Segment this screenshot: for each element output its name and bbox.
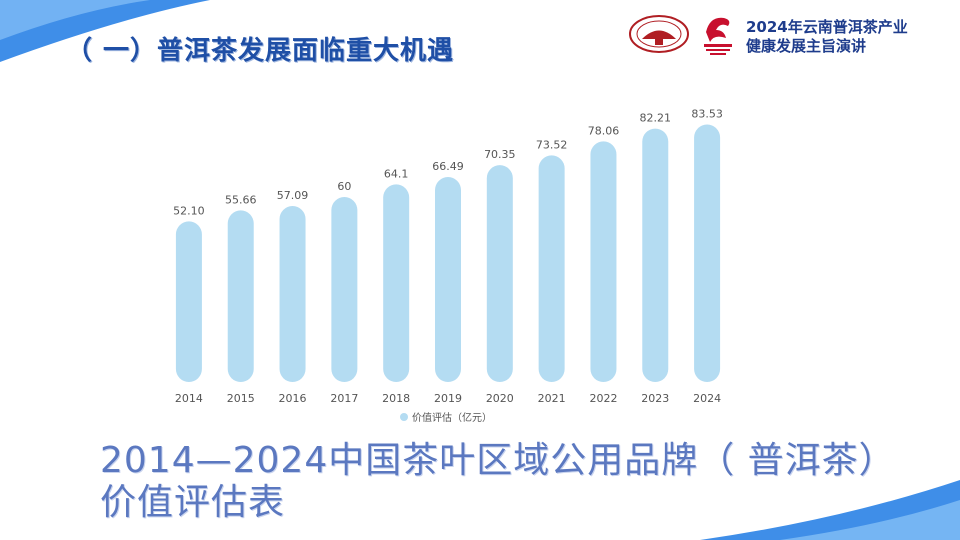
pu-erh-tea-association-logo-icon	[629, 15, 689, 53]
x-tick-label-2019: 2019	[434, 392, 462, 405]
x-tick-label-2021: 2021	[538, 392, 566, 405]
header-text: 2024年云南普洱茶产业 健康发展主旨演讲	[746, 18, 956, 56]
x-tick-label-2024: 2024	[693, 392, 721, 405]
legend-label: 价值评估（亿元）	[412, 411, 492, 424]
bar-2015	[227, 210, 254, 382]
x-tick-label-2020: 2020	[486, 392, 514, 405]
header-line-1: 2024年云南普洱茶产业	[746, 18, 908, 36]
legend-marker	[400, 413, 408, 421]
bar-2021	[538, 155, 565, 382]
data-label-2023: 82.21	[640, 112, 672, 125]
corner-decoration-top-left	[0, 0, 210, 62]
data-label-2024: 83.53	[691, 108, 723, 121]
header-line-2: 健康发展主旨演讲	[746, 37, 867, 55]
bar-2022	[590, 141, 617, 382]
x-tick-label-2018: 2018	[382, 392, 410, 405]
x-tick-label-2016: 2016	[279, 392, 307, 405]
bar-2019	[435, 177, 461, 382]
bar-2024	[694, 124, 721, 382]
x-tick-label-2023: 2023	[641, 392, 669, 405]
data-label-2014: 52.10	[173, 204, 205, 217]
x-tick-label-2015: 2015	[227, 392, 255, 405]
bar-2018	[383, 184, 410, 382]
x-tick-label-2017: 2017	[330, 392, 358, 405]
caption-line-1: 2014—2024中国茶叶区域公用品牌（ 普洱茶）	[100, 440, 896, 481]
slide-title: （ 一）普洱茶发展面临重大机遇	[66, 36, 455, 66]
data-label-2016: 57.09	[277, 189, 309, 202]
bar-chart-svg: 52.10 2014 55.66 2015 57.09 2016 60 2017 64.1 201…	[173, 108, 723, 424]
x-tick-label-2022: 2022	[589, 392, 617, 405]
data-label-2021: 73.52	[536, 138, 568, 151]
data-label-2020: 70.35	[484, 148, 516, 161]
bar-2014	[175, 221, 202, 382]
data-label-2017: 60	[337, 180, 351, 193]
x-tick-label-2014: 2014	[175, 392, 203, 405]
caption-line-2: 价值评估表	[100, 482, 286, 523]
bar-2020	[486, 165, 513, 382]
bar-2017	[331, 197, 358, 382]
data-label-2018: 64.1	[384, 167, 409, 180]
red-phoenix-logo-icon	[704, 17, 732, 55]
chart-caption: 2014—2024中国茶叶区域公用品牌（ 普洱茶） 价值评估表	[100, 440, 896, 524]
bar-2016	[279, 206, 306, 382]
data-label-2019: 66.49	[432, 160, 464, 173]
bar-chart: 52.10 2014 55.66 2015 57.09 2016 60 2017 64.1 201…	[158, 96, 738, 426]
corner-decoration-bottom-right	[700, 480, 960, 540]
data-label-2015: 55.66	[225, 193, 257, 206]
bar-2023	[642, 128, 669, 382]
data-label-2022: 78.06	[588, 124, 620, 137]
